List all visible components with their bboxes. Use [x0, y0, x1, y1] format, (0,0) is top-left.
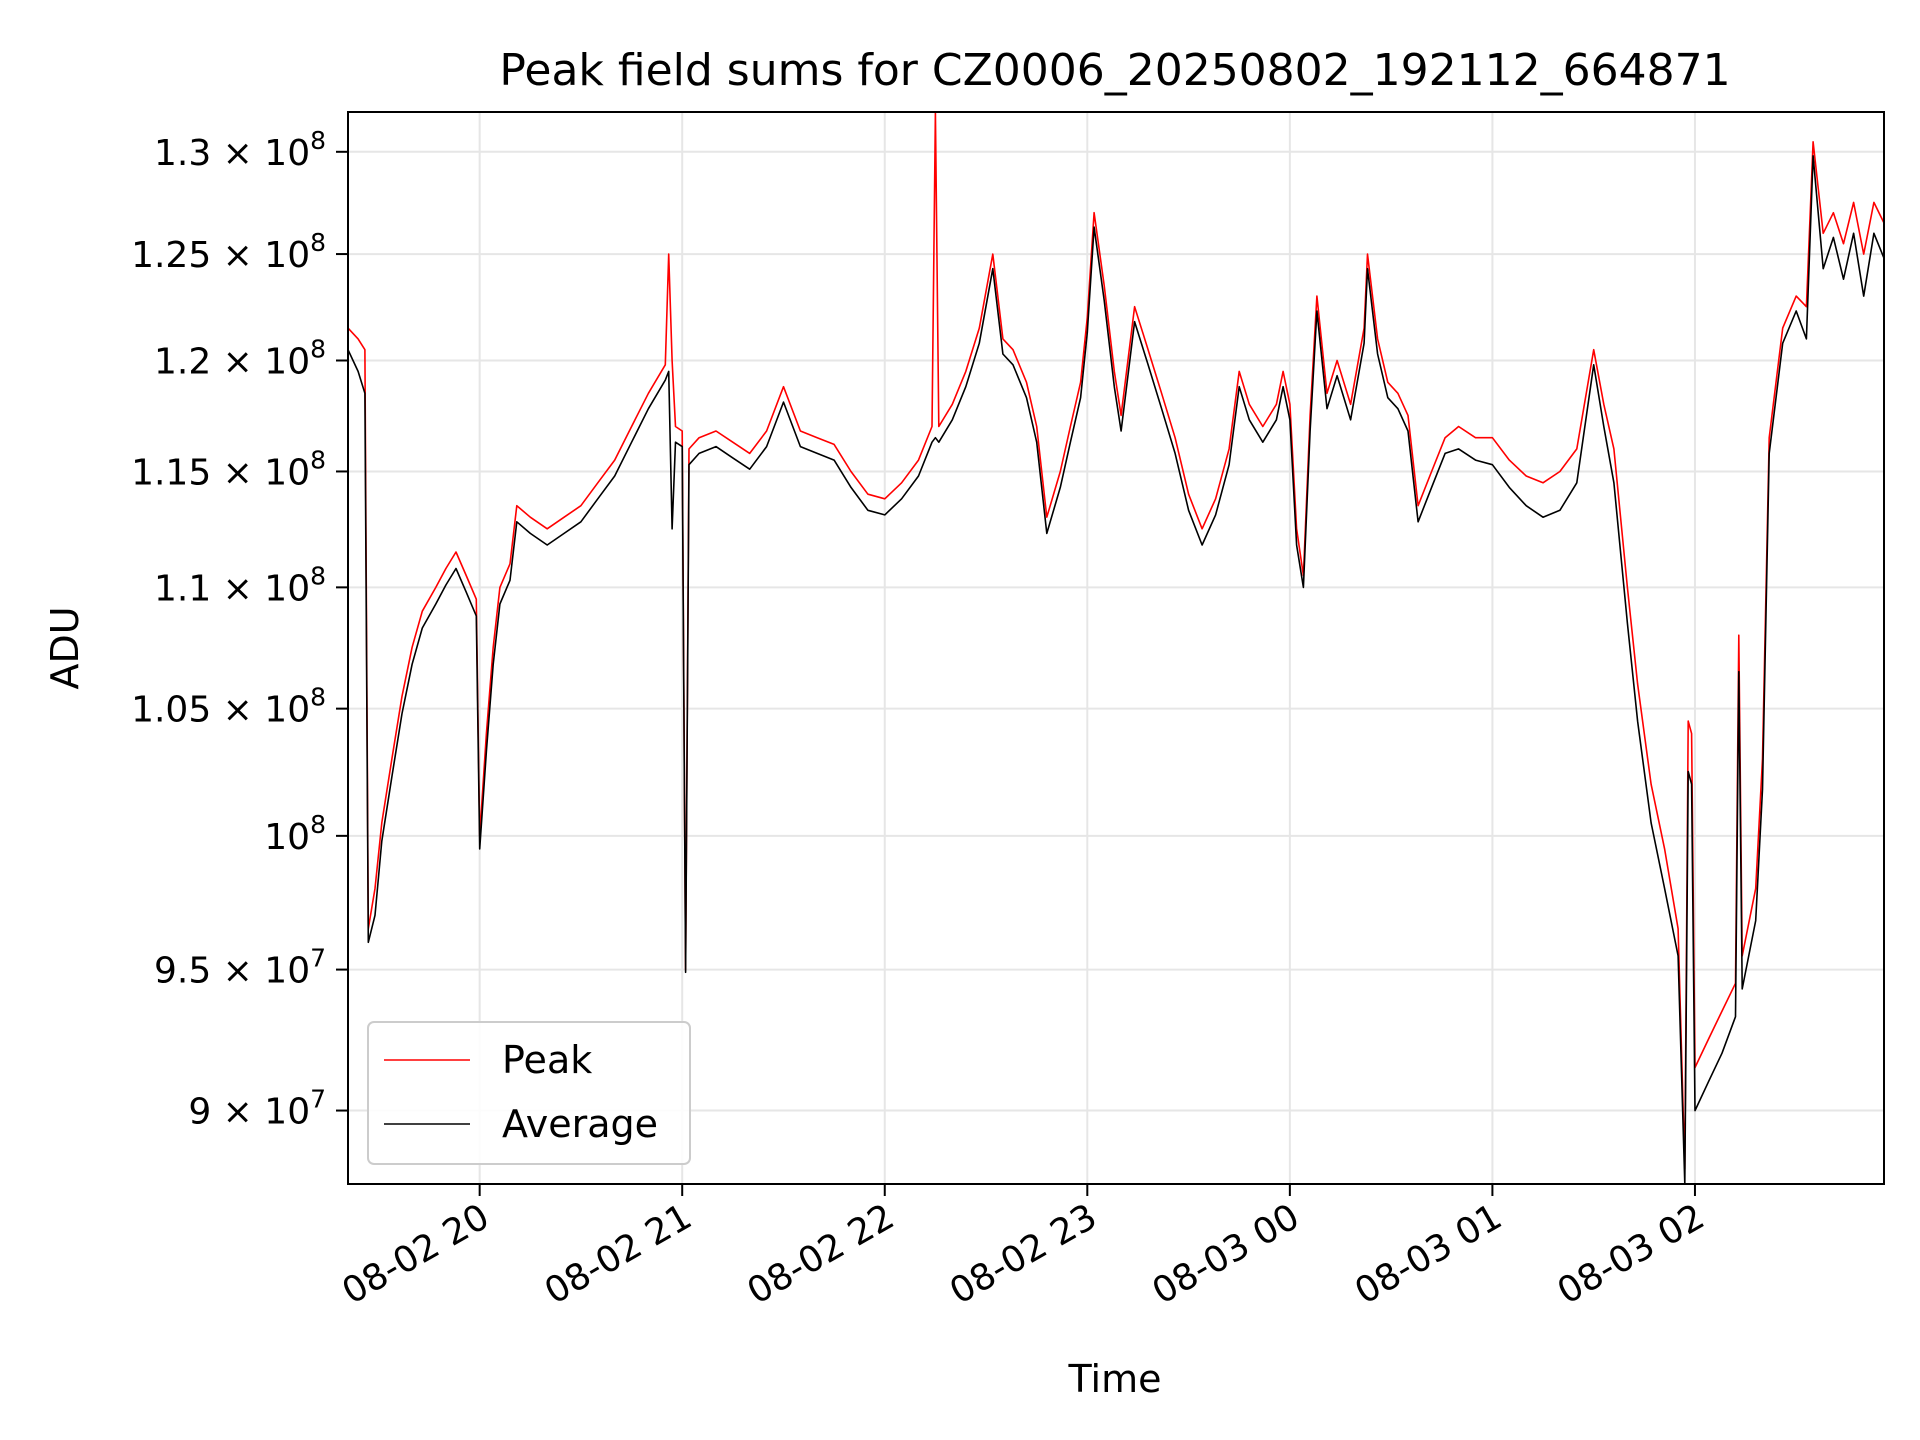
y-tick-label: 108: [264, 810, 326, 858]
legend: Peak Average: [367, 1021, 691, 1165]
y-tick-label: 1.25 × 108: [131, 228, 326, 276]
series-line-peak: [348, 112, 1884, 1170]
y-tick-label: 1.1 × 108: [154, 561, 326, 609]
plot-frame: [347, 111, 1885, 1185]
y-tick-label: 1.2 × 108: [154, 334, 326, 382]
x-axis-label: Time: [1068, 1357, 1162, 1401]
y-tick-label: 9 × 107: [188, 1085, 326, 1133]
y-tick-label: 9.5 × 107: [154, 944, 326, 992]
y-axis: 9 × 107 9.5 × 107 108 1.05 × 108 1.1 × 108 1.…: [131, 126, 348, 1133]
legend-box: [367, 1021, 691, 1165]
y-tick-label: 1.15 × 108: [131, 445, 326, 493]
y-tick-label: 1.3 × 108: [154, 126, 326, 174]
series-line-average: [348, 155, 1884, 1184]
y-tick-label: 1.05 × 108: [131, 683, 326, 731]
grid-lines: [348, 112, 1884, 1184]
legend-label-average: Average: [502, 1102, 658, 1146]
chart-title: Peak field sums for CZ0006_20250802_1921…: [499, 45, 1730, 96]
series-layer: [348, 112, 1884, 1184]
plot-area: [348, 112, 1884, 1184]
legend-label-peak: Peak: [502, 1038, 592, 1082]
y-axis-label: ADU: [43, 606, 87, 689]
